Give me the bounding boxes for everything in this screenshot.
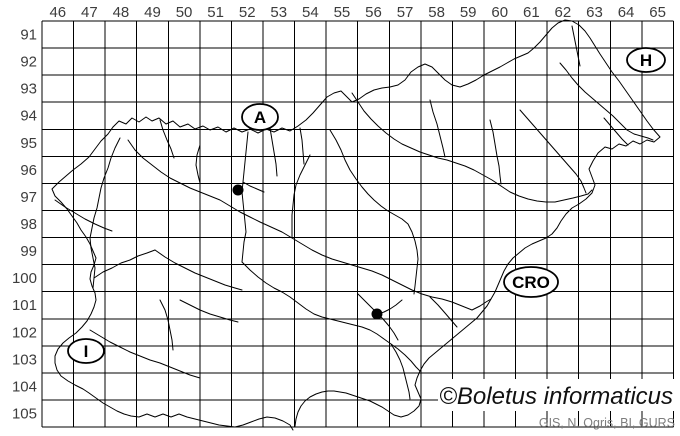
river-path (89, 329, 201, 379)
river-path (329, 129, 419, 295)
river-path (159, 119, 175, 159)
row-label: 95 (20, 135, 37, 152)
row-label: 104 (12, 378, 37, 395)
column-label: 62 (555, 4, 572, 21)
row-label: 100 (12, 270, 37, 287)
river-path (489, 119, 502, 185)
column-label: 52 (239, 4, 256, 21)
river-path (571, 25, 581, 67)
attribution-text: GIS, N. Ogris, BI, GURS (539, 416, 675, 430)
country-label-text-croatia: CRO (512, 273, 550, 292)
column-label: 51 (207, 4, 224, 21)
row-label: 105 (12, 406, 37, 423)
river-path (291, 154, 311, 239)
river-path (269, 127, 278, 177)
river-path (519, 109, 587, 194)
column-label: 58 (428, 4, 445, 21)
country-label-ellipse-italy (67, 338, 105, 364)
column-label: 63 (586, 4, 603, 21)
occurrence-dot (371, 308, 383, 320)
river-path (54, 199, 113, 232)
row-label: 102 (12, 324, 37, 341)
row-label: 103 (12, 351, 37, 368)
river-path (159, 299, 174, 351)
column-label: 64 (618, 4, 635, 21)
river-path (429, 296, 458, 328)
border-path (112, 19, 661, 427)
country-label-text-austria: A (254, 108, 266, 127)
row-label: 92 (20, 54, 37, 71)
row-label: 94 (20, 108, 37, 125)
column-label: 56 (365, 4, 382, 21)
column-label: 59 (460, 4, 477, 21)
river-path (89, 137, 121, 289)
row-label: 97 (20, 189, 37, 206)
river-path (93, 249, 156, 279)
country-outline-map (51, 19, 661, 431)
occurrence-dot (232, 184, 244, 196)
river-path (154, 249, 243, 291)
grid (41, 20, 674, 428)
river-path (242, 181, 265, 193)
column-label: 55 (334, 4, 351, 21)
column-label: 50 (176, 4, 193, 21)
river-path (195, 144, 201, 184)
river-path (241, 261, 421, 372)
column-label: 47 (81, 4, 98, 21)
occurrence-points (232, 184, 383, 320)
row-label: 101 (12, 297, 37, 314)
column-label: 61 (523, 4, 540, 21)
river-path (241, 131, 249, 263)
row-label: 96 (20, 162, 37, 179)
row-label: 98 (20, 216, 37, 233)
row-labels: 91 92 93 94 95 96 97 98 99 100 101 102 103 104 105 (12, 27, 37, 423)
column-label: 65 (649, 4, 666, 21)
river-path (559, 62, 654, 141)
row-label: 93 (20, 81, 37, 98)
credit-text: ©Boletus informaticus (439, 383, 673, 410)
column-label: 46 (49, 4, 66, 21)
credit-backdrop (438, 379, 680, 411)
country-label-text-italy: I (84, 342, 89, 361)
border-path (51, 126, 294, 431)
column-label: 48 (113, 4, 130, 21)
river-path (429, 99, 446, 158)
column-label: 54 (302, 4, 319, 21)
river-path (127, 139, 492, 311)
column-label: 60 (491, 4, 508, 21)
river-path (351, 92, 593, 203)
country-label-ellipse-croatia (503, 266, 559, 298)
row-label: 91 (20, 27, 37, 44)
river-path (179, 299, 239, 323)
row-label: 99 (20, 243, 37, 260)
country-label-text-hungary: H (640, 51, 652, 70)
country-labels: A H CRO I (67, 47, 666, 364)
river-path (390, 343, 411, 400)
country-label-ellipse-hungary (626, 47, 666, 73)
column-labels: 46 47 48 49 50 51 52 53 54 55 56 57 58 59 60 61 62 63 64 65 (49, 4, 666, 21)
column-label: 57 (397, 4, 414, 21)
column-label: 49 (144, 4, 161, 21)
river-path (299, 127, 305, 165)
column-label: 53 (270, 4, 287, 21)
river-path (603, 117, 629, 146)
country-label-ellipse-austria (241, 103, 279, 131)
